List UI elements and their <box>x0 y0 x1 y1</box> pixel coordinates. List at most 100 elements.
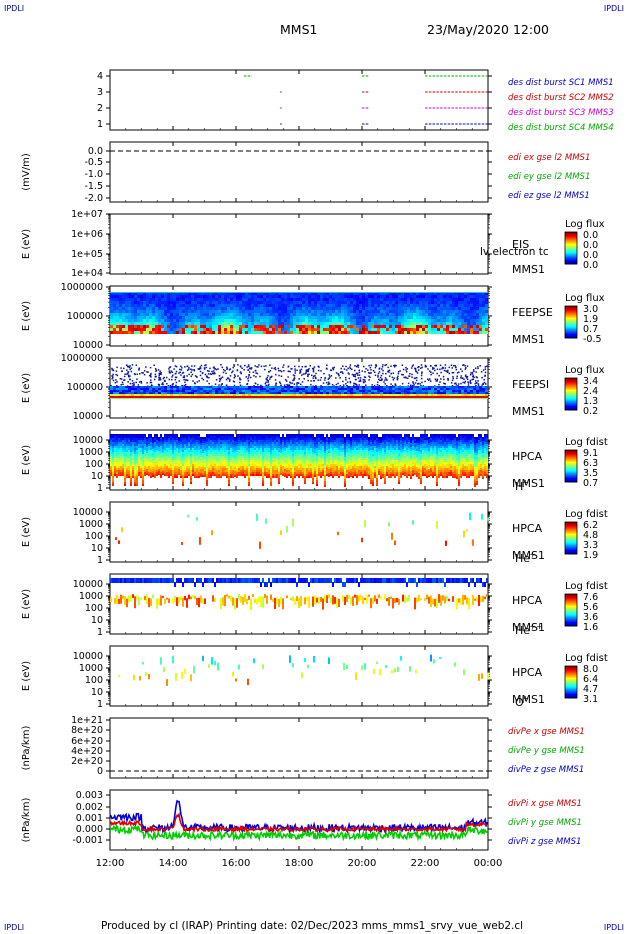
feepse-edge <box>462 292 464 293</box>
hpca-h-cell <box>112 462 114 464</box>
feepsi-point <box>469 373 472 376</box>
feepsi-point <box>457 385 459 387</box>
hpca-h-cell <box>126 470 128 472</box>
feepse-cell <box>212 313 215 316</box>
feepse-cell <box>359 295 362 298</box>
feepsi-cell <box>347 390 350 392</box>
feepsi-band <box>407 394 410 396</box>
feepsi-cell <box>350 390 353 392</box>
feepsi-cell <box>485 392 488 394</box>
y-tick-label: -1.5 <box>84 181 103 192</box>
feepse-cell <box>461 310 464 313</box>
hpca-h-cell <box>114 462 116 464</box>
feepsi-band <box>146 398 149 399</box>
hpca-h-cell <box>126 476 128 478</box>
colorbar-swatch <box>565 335 577 337</box>
feepse-cell <box>341 319 344 322</box>
feepsi-point <box>361 370 364 372</box>
feepsi-band <box>353 398 356 399</box>
feepsi-point <box>471 378 473 381</box>
feepse-cell <box>467 292 470 295</box>
feepsi-point <box>469 379 472 382</box>
feepsi-band <box>188 398 191 399</box>
colorbar-swatch <box>565 327 577 329</box>
feepse-cell <box>347 292 350 295</box>
feepsi-band <box>461 398 464 399</box>
hpca-h-cell <box>146 463 148 465</box>
feepsi-cell <box>329 392 332 394</box>
hpca-h-cell <box>134 440 136 442</box>
feepse-cell <box>143 292 146 295</box>
feepse-cell <box>278 325 281 328</box>
feepsi-band <box>266 396 269 398</box>
feepse-edge <box>312 292 314 293</box>
hpca-h-cell <box>120 460 122 462</box>
feepse-cell <box>215 331 218 334</box>
feepsi-point <box>455 384 458 386</box>
hpca-h-cell <box>116 448 118 450</box>
y-tick-label: 100000 <box>67 382 103 393</box>
feepse-cell <box>176 319 179 322</box>
feepse-cell <box>194 331 197 334</box>
hpca-h-cell <box>136 454 138 456</box>
feepsi-point <box>188 373 190 376</box>
feepsi-band <box>155 398 158 399</box>
feepse-cell <box>281 307 284 310</box>
feepse-cell <box>434 313 437 316</box>
feepsi-cell <box>464 388 467 390</box>
feepse-cell <box>317 298 320 301</box>
feepsi-point <box>275 385 277 387</box>
feepsi-point <box>158 374 160 377</box>
feepse-cell <box>284 313 287 316</box>
feepsi-point <box>239 365 242 367</box>
hpca-h-cell <box>138 452 140 454</box>
feepse-cell <box>452 322 455 325</box>
feepsi-point <box>354 375 357 378</box>
feepsi-point <box>375 365 377 367</box>
feepsi-point <box>317 369 320 372</box>
feepse-cell <box>347 313 350 316</box>
colorbar-swatch <box>565 253 577 255</box>
feepse-cell <box>158 328 161 331</box>
feepsi-band <box>284 394 287 396</box>
hpca-h-cell <box>110 454 112 456</box>
feepsi-cell <box>128 390 131 392</box>
feepsi-band <box>137 396 140 398</box>
feepse-cell <box>479 304 482 307</box>
feepse-cell <box>116 313 119 316</box>
feepsi-point <box>440 378 442 380</box>
feepsi-cell <box>182 386 185 388</box>
hpca-h-cell <box>130 478 132 480</box>
colorbar-swatch <box>565 472 577 474</box>
feepsi-band <box>371 398 374 399</box>
feepse-edge <box>210 292 212 293</box>
feepse-cell <box>440 319 443 322</box>
hpca-h-cell <box>112 434 114 436</box>
feepse-cell <box>278 301 281 304</box>
feepse-cell <box>155 304 158 307</box>
hpca-h-cell <box>116 458 118 460</box>
feepse-cell <box>407 322 410 325</box>
feepse-cell <box>140 316 143 319</box>
feepse-cell <box>248 316 251 319</box>
feepsi-point <box>390 383 392 385</box>
hpca-h-cell <box>152 447 154 449</box>
feepse-cell <box>221 304 224 307</box>
hpca-h-cell <box>148 452 150 454</box>
feepsi-point <box>342 365 344 367</box>
feepse-cell <box>131 328 134 331</box>
feepsi-point <box>457 383 460 385</box>
feepsi-point <box>248 365 250 368</box>
feepse-cell <box>266 304 269 307</box>
feepse-cell <box>470 304 473 307</box>
feepse-cell <box>485 325 488 328</box>
colorbar-swatch <box>565 262 577 264</box>
colorbar-tick-label: 3.0 <box>583 304 598 315</box>
feepse-cell <box>440 325 443 328</box>
hpca-h-cell <box>130 454 132 456</box>
feepsi-point <box>484 374 486 377</box>
feepsi-point <box>429 380 432 382</box>
feepsi-point <box>417 366 419 369</box>
feepse-cell <box>410 319 413 322</box>
feepsi-cell <box>155 390 158 392</box>
